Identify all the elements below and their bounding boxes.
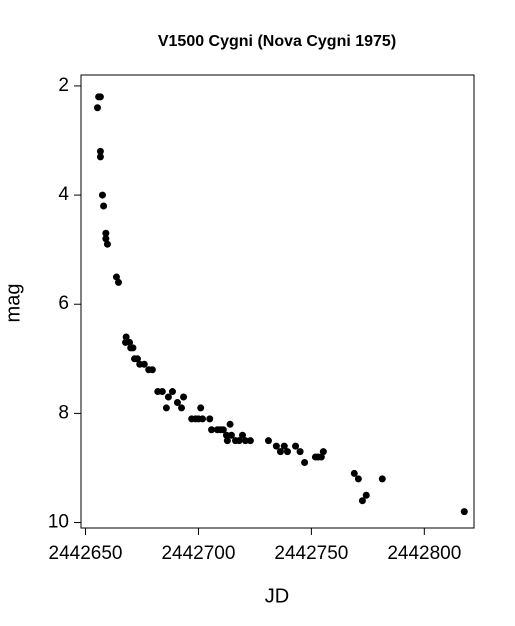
data-point	[114, 278, 122, 286]
x-tick-label: 2442800	[387, 543, 461, 564]
data-point	[264, 437, 272, 445]
data-point	[276, 448, 284, 456]
data-point	[226, 420, 234, 428]
data-point	[158, 388, 166, 396]
data-point	[241, 437, 249, 445]
data-point	[219, 426, 227, 434]
data-point	[283, 448, 291, 456]
data-point	[103, 240, 111, 248]
data-point	[354, 475, 362, 483]
data-point	[173, 398, 181, 406]
data-point	[222, 431, 230, 439]
data-point	[96, 93, 104, 101]
data-point	[164, 393, 172, 401]
data-point	[197, 404, 205, 412]
data-point	[358, 497, 366, 505]
y-tick-label: 2	[58, 75, 69, 96]
data-point	[102, 235, 110, 243]
y-tick-label: 4	[58, 184, 69, 205]
y-tick-label: 8	[58, 402, 69, 423]
x-tick-label: 2442750	[274, 543, 348, 564]
data-point	[96, 147, 104, 155]
data-point	[168, 388, 176, 396]
data-point	[235, 437, 243, 445]
data-point	[93, 104, 101, 112]
data-point	[148, 366, 156, 374]
data-point	[296, 448, 304, 456]
x-axis-label: JD	[265, 585, 289, 607]
data-point	[102, 229, 110, 237]
data-point	[206, 415, 214, 423]
data-point	[378, 475, 386, 483]
data-point	[301, 459, 309, 467]
data-point	[133, 355, 141, 363]
data-point	[126, 338, 134, 346]
data-point	[96, 153, 104, 161]
data-point	[223, 437, 231, 445]
data-point	[208, 426, 216, 434]
y-axis-label: mag	[2, 284, 24, 323]
data-point	[199, 415, 207, 423]
data-point	[246, 437, 254, 445]
data-point	[238, 431, 246, 439]
data-point	[319, 448, 327, 456]
data-point	[317, 453, 325, 461]
chart-title: V1500 Cygni (Nova Cygni 1975)	[158, 33, 396, 50]
y-tick-label: 6	[58, 293, 69, 314]
data-point	[122, 333, 130, 341]
data-point	[140, 360, 148, 368]
x-tick-label: 2442650	[49, 543, 123, 564]
data-point	[350, 469, 358, 477]
data-point	[362, 491, 370, 499]
data-point	[100, 202, 108, 210]
data-point	[129, 344, 137, 352]
data-point	[98, 191, 106, 199]
data-point	[162, 404, 170, 412]
data-point	[180, 393, 188, 401]
data-point	[292, 442, 300, 450]
y-tick-label: 10	[48, 512, 69, 533]
data-point	[178, 404, 186, 412]
x-tick-label: 2442700	[161, 543, 235, 564]
plot-frame	[80, 74, 475, 529]
data-point	[272, 442, 280, 450]
data-point	[460, 508, 468, 516]
data-point	[227, 431, 235, 439]
data-point	[112, 273, 120, 281]
data-point	[280, 442, 288, 450]
